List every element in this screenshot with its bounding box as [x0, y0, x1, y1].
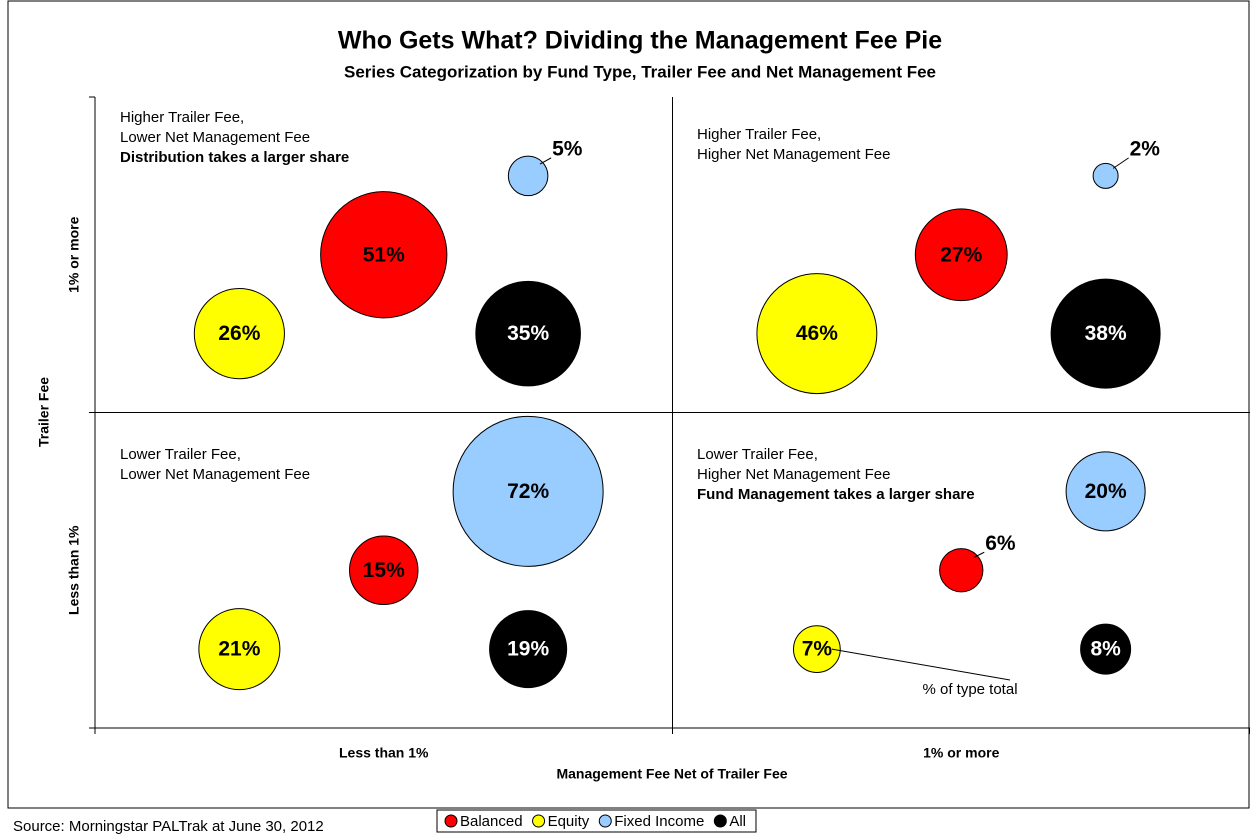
bubble: [507, 155, 549, 197]
legend-label: All: [729, 813, 746, 830]
bubble-label: 51%: [363, 243, 405, 266]
legend-swatch: [598, 814, 612, 828]
chart-title: Who Gets What? Dividing the Management F…: [338, 27, 942, 55]
quadrant-note: Lower Net Management Fee: [120, 466, 310, 483]
quadrant-note: Higher Trailer Fee,: [697, 126, 821, 143]
y-category-label: Less than 1%: [66, 525, 82, 615]
bubble-label: 38%: [1085, 322, 1127, 345]
bubble-label: 5%: [552, 137, 583, 160]
bubble-label: 46%: [796, 322, 838, 345]
bubble: [489, 610, 568, 689]
quadrant-emphasis: Distribution takes a larger share: [120, 149, 349, 166]
bubble: [914, 208, 1008, 302]
bubble: [1080, 623, 1132, 675]
legend-label: Equity: [548, 813, 590, 830]
bubble-label: 35%: [507, 322, 549, 345]
quadrant-note: Lower Trailer Fee,: [120, 446, 241, 463]
bubble: [756, 273, 878, 395]
legend-label: Fixed Income: [614, 813, 704, 830]
source-note: Source: Morningstar PALTrak at June 30, …: [13, 818, 324, 835]
legend-swatch: [713, 814, 727, 828]
bubble: [320, 191, 448, 319]
x-category-label: Less than 1%: [339, 745, 429, 761]
bubble-label: 26%: [218, 322, 260, 345]
chart-subtitle: Series Categorization by Fund Type, Trai…: [344, 62, 936, 81]
bubble: [1092, 162, 1119, 189]
y-category-label: 1% or more: [66, 216, 82, 292]
leader-line: [974, 551, 985, 558]
bubble-label: 2%: [1130, 137, 1161, 160]
bubble-label: 20%: [1085, 480, 1127, 503]
bubble-label: 7%: [802, 638, 833, 661]
callout-text: % of type total: [922, 681, 1017, 698]
leader-line: [539, 157, 552, 165]
bubble: [1050, 278, 1161, 389]
legend-label: Balanced: [460, 813, 523, 830]
y-axis-label: Trailer Fee: [36, 377, 52, 447]
bubble: [452, 415, 604, 567]
x-category-label: 1% or more: [923, 745, 999, 761]
bubble: [349, 535, 419, 605]
leader-line: [1112, 157, 1129, 169]
legend-swatch: [444, 814, 458, 828]
bubble: [475, 280, 581, 387]
quadrant-note: Lower Net Management Fee: [120, 129, 310, 146]
bubble-label: 27%: [940, 243, 982, 266]
bubble-label: 19%: [507, 638, 549, 661]
bubble-label: 72%: [507, 480, 549, 503]
quadrant-note: Higher Net Management Fee: [697, 146, 890, 163]
bubble: [939, 548, 984, 593]
bubble: [198, 608, 281, 691]
bubble-label: 8%: [1090, 638, 1121, 661]
bubble-label: 21%: [218, 638, 260, 661]
bubble-label: 6%: [985, 532, 1016, 555]
legend-box: [436, 809, 757, 833]
bubble-label: 15%: [363, 559, 405, 582]
callout-line: [831, 648, 1011, 681]
legend: Balanced Equity Fixed Income All: [436, 809, 757, 833]
legend-swatch: [532, 814, 546, 828]
x-axis-label: Management Fee Net of Trailer Fee: [556, 766, 787, 782]
quadrant-note: Higher Trailer Fee,: [120, 109, 244, 126]
quadrant-note: Lower Trailer Fee,: [697, 446, 818, 463]
quadrant-note: Higher Net Management Fee: [697, 466, 890, 483]
bubble: [1065, 451, 1146, 532]
quadrant-emphasis: Fund Management takes a larger share: [697, 486, 975, 503]
bubble: [193, 288, 285, 380]
bubble: [792, 625, 841, 674]
